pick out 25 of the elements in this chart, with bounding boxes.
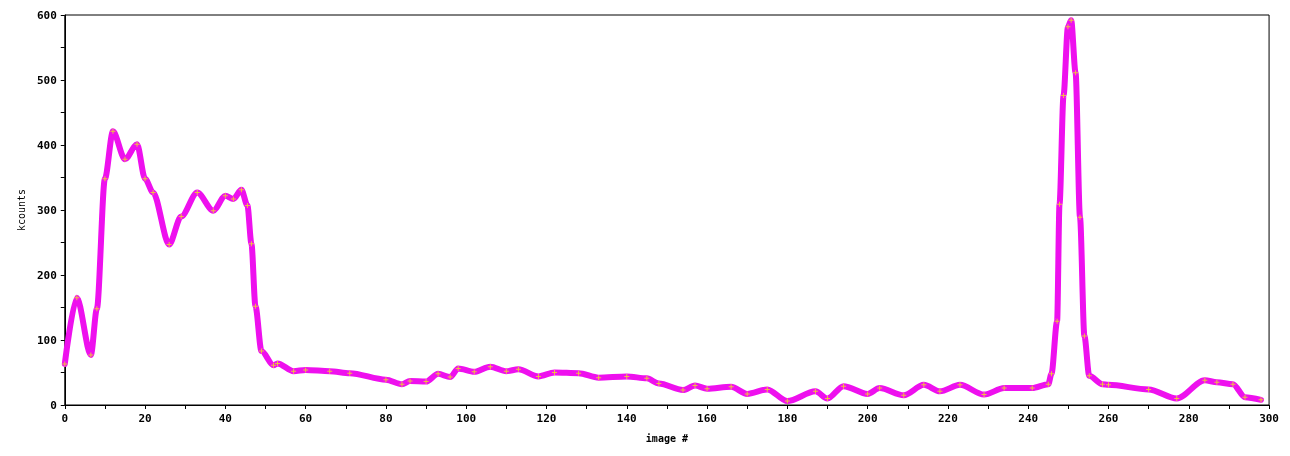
x-tick-label: 20 (138, 412, 152, 425)
x-tick-label: 40 (218, 412, 232, 425)
x-tick-label: 120 (536, 412, 557, 425)
y-tick-label: 0 (50, 398, 57, 412)
y-tick-label: 600 (36, 8, 57, 22)
x-tick-label: 280 (1178, 412, 1199, 425)
x-tick-label: 160 (697, 412, 717, 425)
y-tick-label: 300 (36, 203, 57, 217)
x-tick-label: 180 (777, 412, 798, 425)
x-tick-label: 0 (61, 412, 69, 425)
x-tick-label: 220 (937, 412, 958, 425)
x-tick-label: 260 (1098, 412, 1119, 425)
x-tick-label: 100 (456, 412, 477, 425)
x-tick-label: 240 (1018, 412, 1039, 425)
y-axis-title: kcounts (15, 188, 27, 232)
x-axis-title: image # (645, 432, 688, 444)
y-tick-label: 100 (36, 333, 57, 347)
y-tick-label: 200 (36, 268, 57, 282)
y-tick-label: 400 (36, 138, 57, 152)
x-tick-label: 200 (857, 412, 878, 425)
x-tick-label: 300 (1259, 412, 1279, 425)
x-tick-label: 80 (379, 412, 393, 425)
x-tick-label: 140 (616, 412, 637, 425)
x-tick-label: 60 (299, 412, 313, 425)
y-tick-label: 500 (36, 73, 57, 87)
